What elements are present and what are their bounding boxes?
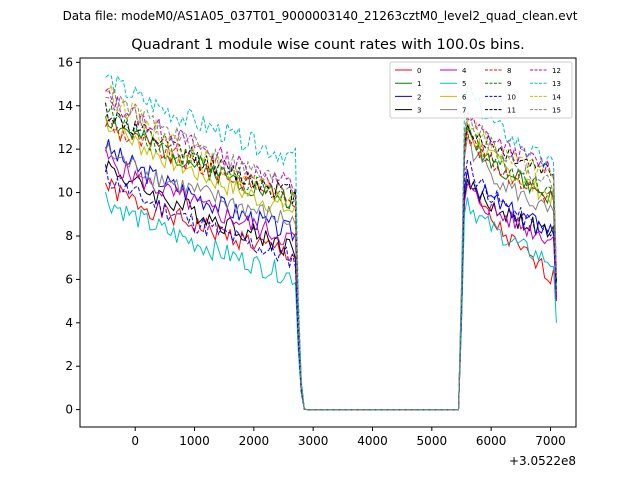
x-tick-label: 0 [131, 434, 139, 448]
y-tick-label: 8 [65, 229, 73, 243]
series-layer [105, 74, 557, 411]
series-line-10 [105, 159, 557, 411]
x-tick-label: 6000 [476, 434, 507, 448]
legend-label: 14 [552, 93, 561, 101]
y-tick-label: 4 [65, 316, 73, 330]
y-tick-label: 2 [65, 359, 73, 373]
legend-label: 3 [417, 107, 421, 115]
legend-label: 5 [462, 80, 466, 88]
legend-label: 15 [552, 107, 561, 115]
chart-title: Quadrant 1 module wise count rates with … [131, 37, 525, 53]
x-tick-label: 3000 [298, 434, 329, 448]
y-tick-label: 16 [58, 55, 73, 69]
x-tick-label: 5000 [417, 434, 448, 448]
legend-label: 7 [462, 107, 466, 115]
legend-label: 11 [507, 107, 516, 115]
legend-label: 1 [417, 80, 421, 88]
x-tick-label: 7000 [535, 434, 566, 448]
y-tick-label: 12 [58, 142, 73, 156]
figure-suptitle: Data file: modeM0/AS1A05_037T01_90000031… [63, 9, 578, 23]
legend-label: 8 [507, 67, 511, 75]
y-tick-label: 14 [58, 99, 73, 113]
legend-label: 12 [552, 67, 561, 75]
x-tick-label: 4000 [357, 434, 388, 448]
x-tick-label: 1000 [179, 434, 210, 448]
y-tick-label: 0 [65, 403, 73, 417]
y-tick-label: 10 [58, 186, 73, 200]
axes-layer: 0 1000 2000 3000 4000 5000 6000 700002468101214… [58, 55, 566, 448]
series-line-15 [105, 88, 557, 411]
x-tick-label: 2000 [239, 434, 270, 448]
legend-label: 4 [462, 67, 467, 75]
legend-frame [389, 61, 573, 119]
x-offset-label: +3.0522e8 [509, 454, 576, 468]
legend-label: 13 [552, 80, 561, 88]
legend-label: 2 [417, 93, 421, 101]
legend-label: 9 [507, 80, 511, 88]
legend-label: 0 [417, 67, 421, 75]
legend-label: 6 [462, 93, 467, 101]
y-tick-label: 6 [65, 272, 73, 286]
plot-frame [79, 57, 577, 428]
legend-label: 10 [507, 93, 516, 101]
